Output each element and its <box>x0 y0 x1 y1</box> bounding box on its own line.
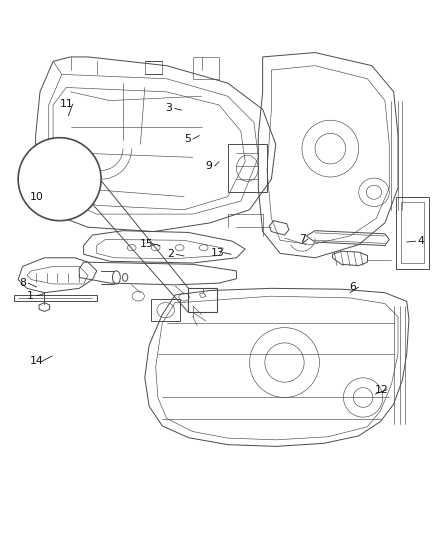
Bar <box>228 144 267 192</box>
Text: 12: 12 <box>374 385 389 394</box>
Text: 9: 9 <box>205 161 212 171</box>
Text: 10: 10 <box>29 192 43 201</box>
Text: 2: 2 <box>168 249 174 259</box>
Text: 5: 5 <box>184 134 191 144</box>
Text: 14: 14 <box>30 356 43 366</box>
Circle shape <box>18 138 101 221</box>
Text: 15: 15 <box>140 239 153 249</box>
Bar <box>54 163 60 173</box>
Text: 8: 8 <box>19 278 26 288</box>
Text: 4: 4 <box>418 236 424 246</box>
Bar <box>401 202 424 263</box>
Bar <box>188 288 217 312</box>
Bar <box>151 299 180 321</box>
Bar <box>193 57 219 79</box>
Text: 7: 7 <box>300 234 306 244</box>
Bar <box>396 197 428 269</box>
Text: 13: 13 <box>211 247 225 257</box>
Text: 6: 6 <box>350 282 357 292</box>
Text: 1: 1 <box>27 291 34 301</box>
Text: 3: 3 <box>166 103 172 114</box>
Bar <box>145 61 162 75</box>
Text: 11: 11 <box>60 99 74 109</box>
